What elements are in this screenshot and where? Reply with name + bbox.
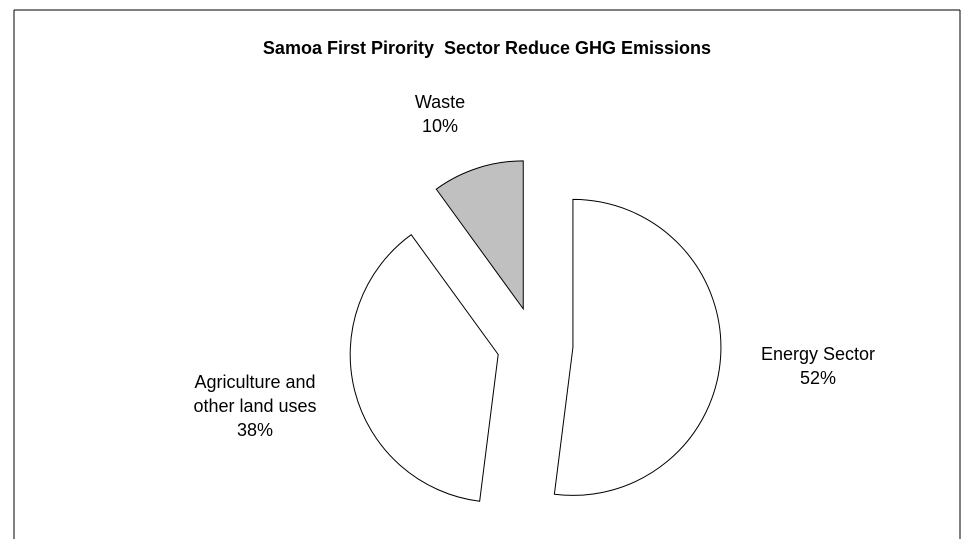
slice-label: Energy Sector 52% <box>728 342 908 390</box>
slice-value: 38% <box>236 420 274 440</box>
pie-slice <box>553 198 722 496</box>
pie-slice <box>435 160 524 311</box>
pie-slice <box>349 234 499 502</box>
slice-label: Agriculture and other land uses 38% <box>180 370 330 442</box>
slice-name: Agriculture and other land uses <box>193 372 317 416</box>
chart-title: Samoa First Pirority Sector Reduce GHG E… <box>262 38 712 58</box>
slice-name: Waste <box>414 92 466 112</box>
slice-value: 52% <box>799 368 837 388</box>
slice-label: Waste 10% <box>380 90 500 138</box>
slice-name: Energy Sector <box>760 344 876 364</box>
slice-value: 10% <box>421 116 459 136</box>
